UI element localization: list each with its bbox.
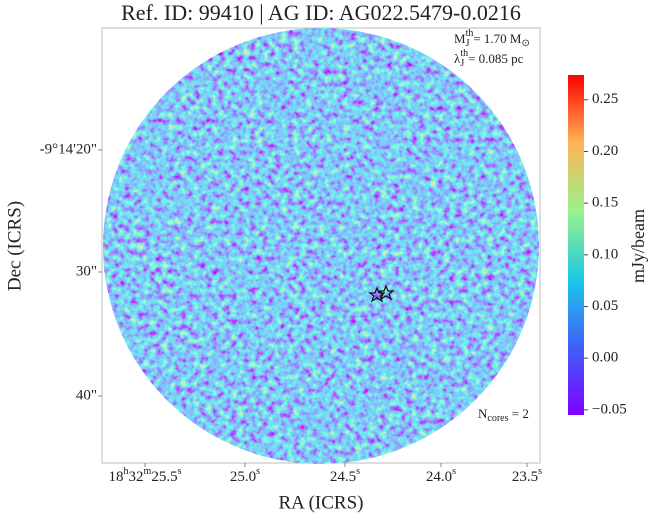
colorbar-tick-label: 0.20 [592,143,618,159]
colorbar-tick-label: −0.05 [592,401,627,417]
annotation-sub: cores [487,413,508,424]
core-marker [377,284,395,301]
colorbar-tick-label: 0.10 [592,246,618,262]
annotation: Ncores = 2 [478,406,529,424]
map-image [103,28,539,464]
annotation-sub: J [466,38,470,49]
x-tick-part: 25.0 [230,469,256,485]
y-tick-label: 30" [76,263,97,279]
annotation-text: = 0.085 pc [468,51,524,66]
x-tick-part: 25.5 [151,469,177,485]
colorbar-tick-label: 0.05 [592,298,618,314]
x-tick-sup: m [144,466,152,477]
x-tick-part: 24.5 [330,469,356,485]
x-tick-sup: s [452,466,456,477]
annotation-text: λ [454,51,461,66]
x-tick-part: 24.0 [426,469,452,485]
annotation-sup: th [466,28,474,39]
annotation-text: M [454,31,466,46]
colorbar-tick-label: 0.00 [592,350,618,366]
x-tick-sup: s [356,466,360,477]
y-tick-label: 40" [76,387,97,403]
x-tick-label: 24.5s [330,466,360,485]
annotation-text: N [478,406,488,421]
annotation-text: = 1.70 M [473,31,522,46]
x-tick-part: 23.5 [512,469,538,485]
x-tick-sup: h [124,466,129,477]
x-tick-label: 23.5s [512,466,542,485]
annotation: MJth= 1.70 M⊙ [454,28,530,49]
x-tick-part: 18 [109,469,124,485]
annotation-sub: ⊙ [521,38,529,49]
x-tick-part: 32 [129,469,144,485]
colorbar-label: mJy/beam [628,209,648,283]
y-tick-label: -9°14'20" [40,141,97,157]
x-tick-label: 24.0s [426,466,456,485]
x-tick-sup: s [538,466,542,477]
x-tick-sup: s [178,466,182,477]
annotation-text: = 2 [509,406,529,421]
x-tick-label: 25.0s [230,466,260,485]
colorbar-tick-label: 0.25 [592,91,618,107]
annotation: λJth= 0.085 pc [454,48,524,69]
annotation-sub: J [460,58,464,69]
x-tick-label: 18h32m25.5s [109,466,182,485]
x-tick-sup: s [256,466,260,477]
x-axis-label: RA (ICRS) [279,492,364,513]
annotation-sup: th [460,48,468,59]
colorbar-tick-label: 0.15 [592,195,618,211]
colorbar [568,75,584,415]
y-axis-label: Dec (ICRS) [4,201,25,291]
map [103,28,539,464]
chart-title: Ref. ID: 99410 | AG ID: AG022.5479-0.021… [121,0,521,25]
core-markers [368,284,395,303]
